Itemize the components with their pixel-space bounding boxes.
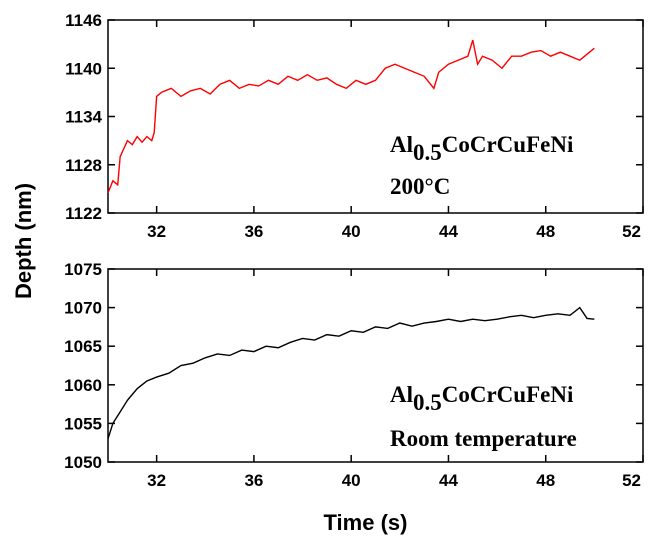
- x-tick-label: 32: [147, 222, 166, 241]
- y-tick-label: 1140: [65, 59, 102, 78]
- y-axis-label: Depth (nm): [11, 183, 36, 299]
- x-tick-label: 36: [244, 222, 263, 241]
- x-tick-label: 44: [439, 222, 458, 241]
- condition-label: Room temperature: [390, 426, 577, 451]
- data-line: [107, 39, 595, 194]
- material-rest: CoCrCuFeNi: [442, 382, 574, 407]
- x-tick-label: 36: [244, 471, 263, 490]
- material-base: Al: [390, 132, 413, 157]
- y-tick-label: 1075: [64, 260, 102, 279]
- y-tick-label: 1060: [64, 376, 102, 395]
- x-tick-label: 48: [536, 471, 555, 490]
- material-label: Al0.5CoCrCuFeNi: [390, 382, 574, 415]
- y-tick-label: 1050: [64, 453, 102, 472]
- plot-frame: [107, 19, 644, 214]
- material-label: Al0.5CoCrCuFeNi: [390, 132, 574, 165]
- x-tick-label: 40: [342, 222, 361, 241]
- y-tick-label: 1134: [65, 108, 102, 127]
- y-tick-label: 1065: [64, 337, 102, 356]
- material-subscript: 0.5: [413, 140, 442, 165]
- y-tick-label: 1122: [65, 204, 102, 223]
- x-axis-label: Time (s): [324, 510, 408, 535]
- material-base: Al: [390, 382, 413, 407]
- x-tick-label: 44: [439, 471, 458, 490]
- x-tick-label: 52: [622, 471, 641, 490]
- y-tick-label: 1146: [65, 11, 102, 30]
- x-tick-label: 48: [536, 222, 555, 241]
- x-tick-label: 40: [342, 471, 361, 490]
- y-tick-label: 1128: [65, 156, 102, 175]
- y-tick-label: 1070: [64, 299, 102, 318]
- material-subscript: 0.5: [413, 390, 442, 415]
- condition-label: 200°C: [390, 174, 450, 199]
- plot-frame: [107, 268, 644, 463]
- x-tick-label: 32: [147, 471, 166, 490]
- x-tick-label: 52: [622, 222, 641, 241]
- data-line: [107, 306, 595, 440]
- y-tick-label: 1055: [64, 414, 102, 433]
- material-rest: CoCrCuFeNi: [442, 132, 574, 157]
